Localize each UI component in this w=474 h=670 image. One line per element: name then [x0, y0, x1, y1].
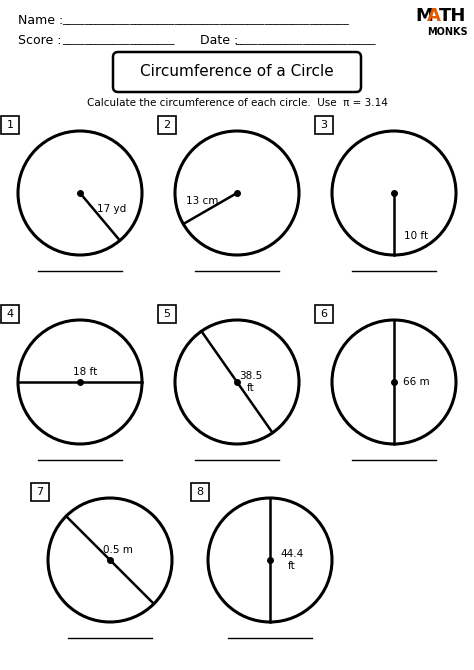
Text: ____________________: ____________________	[62, 35, 174, 45]
FancyBboxPatch shape	[158, 305, 176, 323]
Text: A: A	[427, 7, 441, 25]
Text: 5: 5	[164, 309, 171, 319]
FancyBboxPatch shape	[113, 52, 361, 92]
Text: 2: 2	[164, 120, 171, 130]
FancyBboxPatch shape	[1, 116, 19, 134]
Text: 44.4
ft: 44.4 ft	[281, 549, 304, 571]
Text: 0.5 m: 0.5 m	[103, 545, 133, 555]
Text: MONKS: MONKS	[427, 27, 468, 37]
Text: 3: 3	[320, 120, 328, 130]
Text: 18 ft: 18 ft	[73, 367, 97, 377]
Text: Score :: Score :	[18, 34, 65, 46]
Text: 66 m: 66 m	[403, 377, 429, 387]
FancyBboxPatch shape	[1, 305, 19, 323]
Text: _________________________: _________________________	[235, 35, 375, 45]
Text: 38.5
ft: 38.5 ft	[239, 371, 263, 393]
Text: 4: 4	[7, 309, 14, 319]
Text: 10 ft: 10 ft	[404, 231, 428, 241]
Text: TH: TH	[439, 7, 466, 25]
Text: 1: 1	[7, 120, 13, 130]
Text: Name :: Name :	[18, 13, 67, 27]
FancyBboxPatch shape	[315, 116, 333, 134]
Text: 6: 6	[320, 309, 328, 319]
Text: ___________________________________________________: ________________________________________…	[62, 15, 349, 25]
FancyBboxPatch shape	[191, 483, 209, 501]
Text: Calculate the circumference of each circle.  Use  π = 3.14: Calculate the circumference of each circ…	[87, 98, 387, 108]
Text: 17 yd: 17 yd	[97, 204, 127, 214]
Text: 13 cm: 13 cm	[186, 196, 219, 206]
FancyBboxPatch shape	[158, 116, 176, 134]
Text: 8: 8	[196, 487, 203, 497]
Text: M: M	[415, 7, 433, 25]
Text: 7: 7	[36, 487, 44, 497]
FancyBboxPatch shape	[31, 483, 49, 501]
FancyBboxPatch shape	[315, 305, 333, 323]
Text: Date :: Date :	[200, 34, 242, 46]
Text: Circumference of a Circle: Circumference of a Circle	[140, 64, 334, 80]
